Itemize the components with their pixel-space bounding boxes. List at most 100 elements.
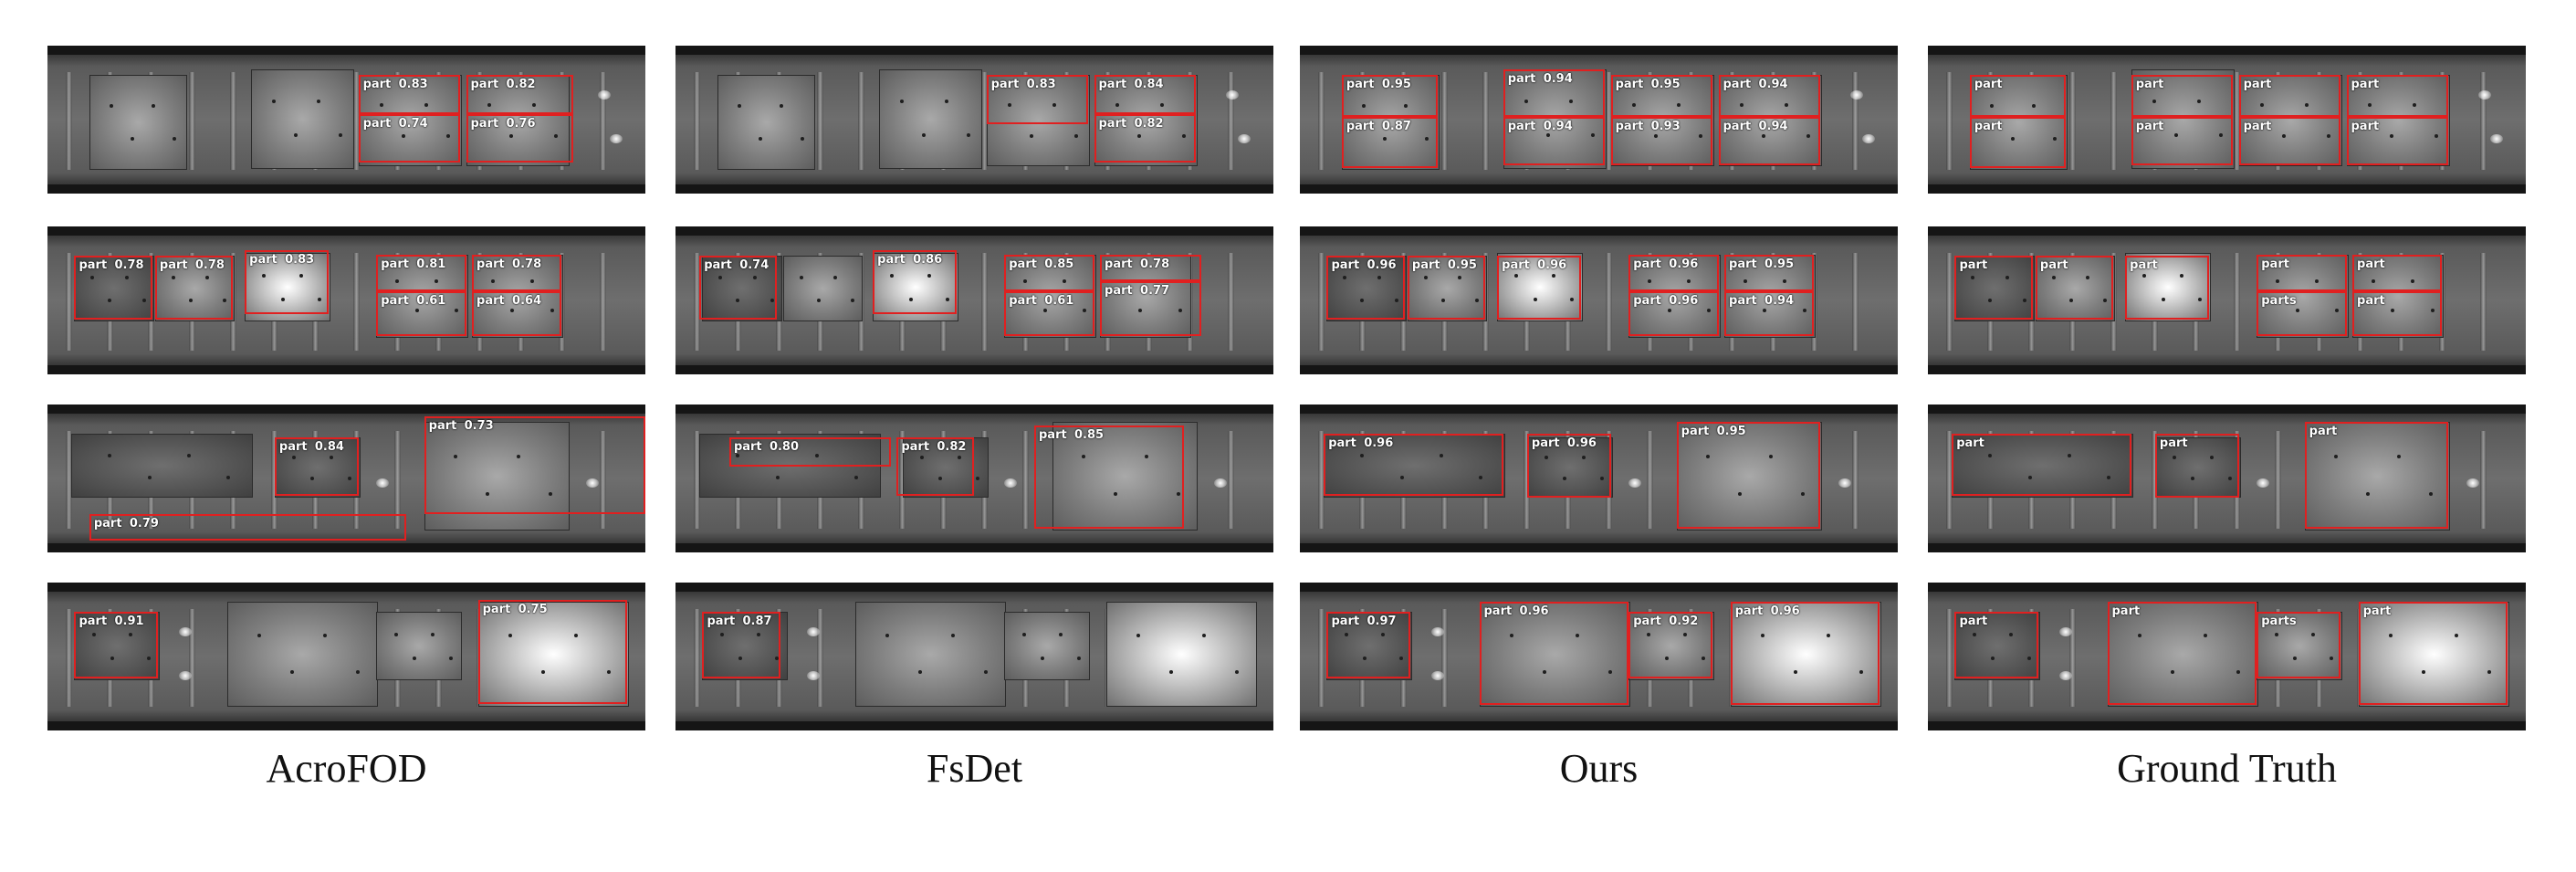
roller-bar: [189, 609, 195, 708]
metal-part-plate: [1407, 256, 1488, 322]
bolt-hole: [186, 453, 191, 457]
bounding-box: part: [2154, 434, 2239, 499]
detection-panel-3-4: part 0.97 part 0.96 part 0.92 part 0.96: [1300, 583, 1898, 730]
bolt-hole: [1545, 456, 1549, 460]
bolt-hole: [323, 634, 328, 638]
detection-label: part: [476, 257, 505, 271]
roller-bar: [1318, 72, 1325, 171]
frame-edge-top: [1928, 46, 2526, 55]
detection-label: part: [2039, 258, 2068, 273]
bolt-hole: [1381, 633, 1386, 637]
bolt-hole: [2027, 656, 2032, 660]
light-glare: [1628, 478, 1642, 488]
detection-label: parts: [2261, 294, 2297, 309]
bounding-box: part 0.96: [1526, 434, 1611, 499]
bounding-box: part 0.94: [1718, 116, 1820, 166]
detection-score: 0.81: [416, 257, 446, 271]
detection-label: part: [1633, 257, 1661, 271]
detection-panel-3-2: part 0.96 part 0.95 part 0.96 part 0.96 part 0.95…: [1300, 226, 1898, 374]
bolt-hole: [1971, 276, 1975, 280]
detection-score: 0.87: [1381, 119, 1411, 133]
bolt-hole: [2171, 669, 2175, 674]
metal-part-plate: [1730, 602, 1882, 708]
detection-score: 0.64: [512, 294, 542, 309]
bolt-hole: [509, 133, 514, 138]
bolt-hole: [736, 298, 740, 302]
bolt-hole: [737, 104, 741, 108]
bolt-hole: [775, 475, 780, 479]
detection-score: 0.97: [1367, 615, 1397, 629]
roller-bar: [858, 72, 864, 171]
bolt-hole: [1399, 475, 1404, 479]
bolt-hole: [1394, 298, 1398, 302]
conveyor-scene-image: [675, 226, 1273, 374]
bolt-hole: [510, 308, 515, 312]
light-glare: [1004, 478, 1018, 488]
bolt-hole: [1475, 298, 1480, 302]
bolt-hole: [1145, 455, 1149, 459]
roller-bar: [2152, 431, 2158, 530]
detection-label: part: [79, 615, 108, 629]
bolt-hole: [1159, 102, 1164, 107]
column-caption: AcroFOD: [266, 746, 427, 791]
detection-label: part: [1633, 615, 1661, 629]
detection-label: part: [2135, 119, 2164, 133]
frame-edge-top: [675, 404, 1273, 414]
detection-score: 0.82: [1134, 116, 1164, 131]
bounding-box: part 0.82: [466, 75, 574, 114]
bolt-hole: [2161, 297, 2165, 301]
bolt-hole: [1859, 669, 1864, 674]
bolt-hole: [379, 102, 383, 107]
detection-score: 0.96: [1367, 258, 1397, 273]
metal-part-plate: [89, 75, 187, 171]
bolt-hole: [1074, 133, 1079, 138]
metal-part-plate: [2304, 422, 2450, 531]
conveyor-scene-image: [1928, 583, 2526, 730]
bolt-hole: [531, 102, 536, 107]
frame-edge-bottom: [1928, 184, 2526, 194]
conveyor-scene-image: [47, 583, 645, 730]
bounding-box: part: [2131, 116, 2234, 166]
bounding-box: part 0.75: [477, 600, 628, 704]
bolt-hole: [1343, 276, 1347, 280]
bolt-hole: [1510, 634, 1514, 638]
roller-bar: [981, 72, 988, 171]
bolt-hole: [2005, 276, 2009, 280]
detection-panel-4-3: part part part: [1928, 404, 2526, 552]
bounding-box: part 0.86: [873, 249, 957, 314]
metal-part-plate: [74, 256, 154, 322]
bolt-hole: [147, 656, 152, 660]
frame-edge-top: [1928, 226, 2526, 236]
detection-label: part: [1729, 294, 1757, 309]
bolt-hole: [1591, 133, 1596, 138]
bounding-box: part 0.95: [1341, 75, 1438, 117]
bounding-box: part 0.93: [1610, 116, 1712, 166]
bolt-hole: [1040, 656, 1044, 660]
roller-bar: [2110, 72, 2117, 171]
bolt-hole: [151, 104, 155, 108]
light-glare: [609, 134, 623, 144]
detection-score: 0.87: [742, 615, 772, 629]
bolt-hole: [271, 99, 276, 103]
bolt-hole: [2227, 476, 2232, 480]
detection-score: 0.75: [518, 603, 548, 617]
roller-bar: [1482, 72, 1489, 171]
bolt-hole: [2107, 475, 2111, 479]
bolt-hole: [1802, 308, 1806, 312]
roller-bar: [1852, 431, 1859, 530]
frame-edge-top: [1300, 583, 1898, 592]
bolt-hole: [1137, 133, 1142, 138]
bolt-hole: [550, 308, 554, 312]
bounding-box: part 0.61: [1004, 291, 1094, 336]
bolt-hole: [554, 133, 559, 138]
column-caption: FsDet: [926, 746, 1023, 791]
bolt-hole: [517, 455, 521, 459]
detection-label: part: [1959, 615, 1988, 629]
bolt-hole: [938, 476, 943, 480]
bounding-box: part: [1969, 116, 2066, 169]
frame-edge-top: [1928, 583, 2526, 592]
detection-label: part: [1346, 78, 1375, 92]
bolt-hole: [1360, 453, 1365, 457]
bolt-hole: [2173, 456, 2177, 460]
bounding-box: part 0.64: [472, 291, 562, 336]
